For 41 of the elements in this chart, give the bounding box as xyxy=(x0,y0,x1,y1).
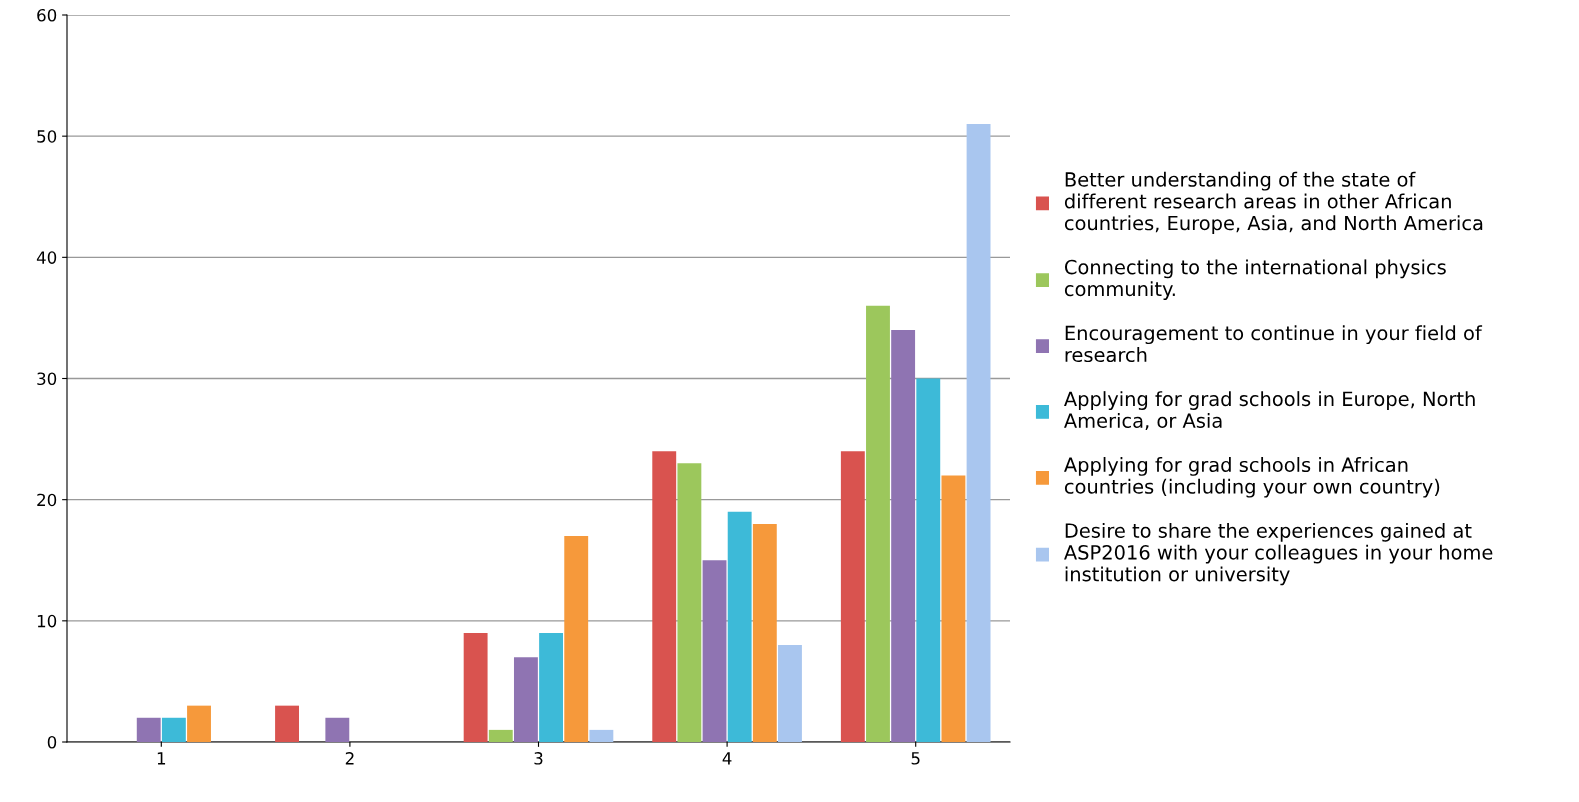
bar xyxy=(275,705,299,742)
bar xyxy=(752,523,777,742)
y-tick-label: 0 xyxy=(47,735,57,749)
bar xyxy=(677,463,702,742)
bar xyxy=(727,511,752,742)
legend-label: Applying for grad schools in Europe, North America, or Asia xyxy=(1064,391,1475,430)
legend-label: Connecting to the international physics community. xyxy=(1064,259,1446,300)
bar xyxy=(916,378,941,742)
bar xyxy=(564,536,589,742)
y-tick-label: 10 xyxy=(37,614,57,628)
bar xyxy=(840,451,865,742)
y-tick-label: 40 xyxy=(36,251,57,264)
bar xyxy=(325,717,350,742)
bar xyxy=(161,717,186,742)
legend-label: Encouragement to continue in your field of research xyxy=(1065,325,1483,363)
x-tick-label: 5 xyxy=(911,752,920,765)
y-tick-label: 30 xyxy=(37,372,57,386)
bar xyxy=(539,632,564,742)
bar xyxy=(866,305,890,742)
x-tick-label: 1 xyxy=(157,752,166,765)
bar xyxy=(463,632,488,742)
y-tick-label: 20 xyxy=(37,493,57,507)
x-tick-label: 4 xyxy=(722,752,732,765)
bar xyxy=(941,475,966,742)
bar xyxy=(778,645,802,742)
bar xyxy=(488,729,513,742)
legend-label: Better understanding of the state of different research areas in other African countries, Europe, Asia, and North America xyxy=(1064,171,1483,235)
y-tick-label: 60 xyxy=(37,8,57,22)
bar xyxy=(702,560,727,742)
bar xyxy=(652,451,677,742)
legend-label: Applying for grad schools in African countries (including your own country) xyxy=(1064,457,1440,498)
legend-label: Desire to share the experiences gained at ASP2016 with your colleagues in your home institution or university xyxy=(1064,522,1493,586)
bar xyxy=(513,657,538,742)
bar xyxy=(966,124,991,742)
bar xyxy=(187,705,211,742)
x-tick-label: 2 xyxy=(345,752,354,765)
bar xyxy=(891,330,916,742)
bar xyxy=(136,717,161,742)
x-tick-label: 3 xyxy=(534,752,543,765)
y-tick-label: 50 xyxy=(37,130,57,143)
bar xyxy=(589,729,614,742)
